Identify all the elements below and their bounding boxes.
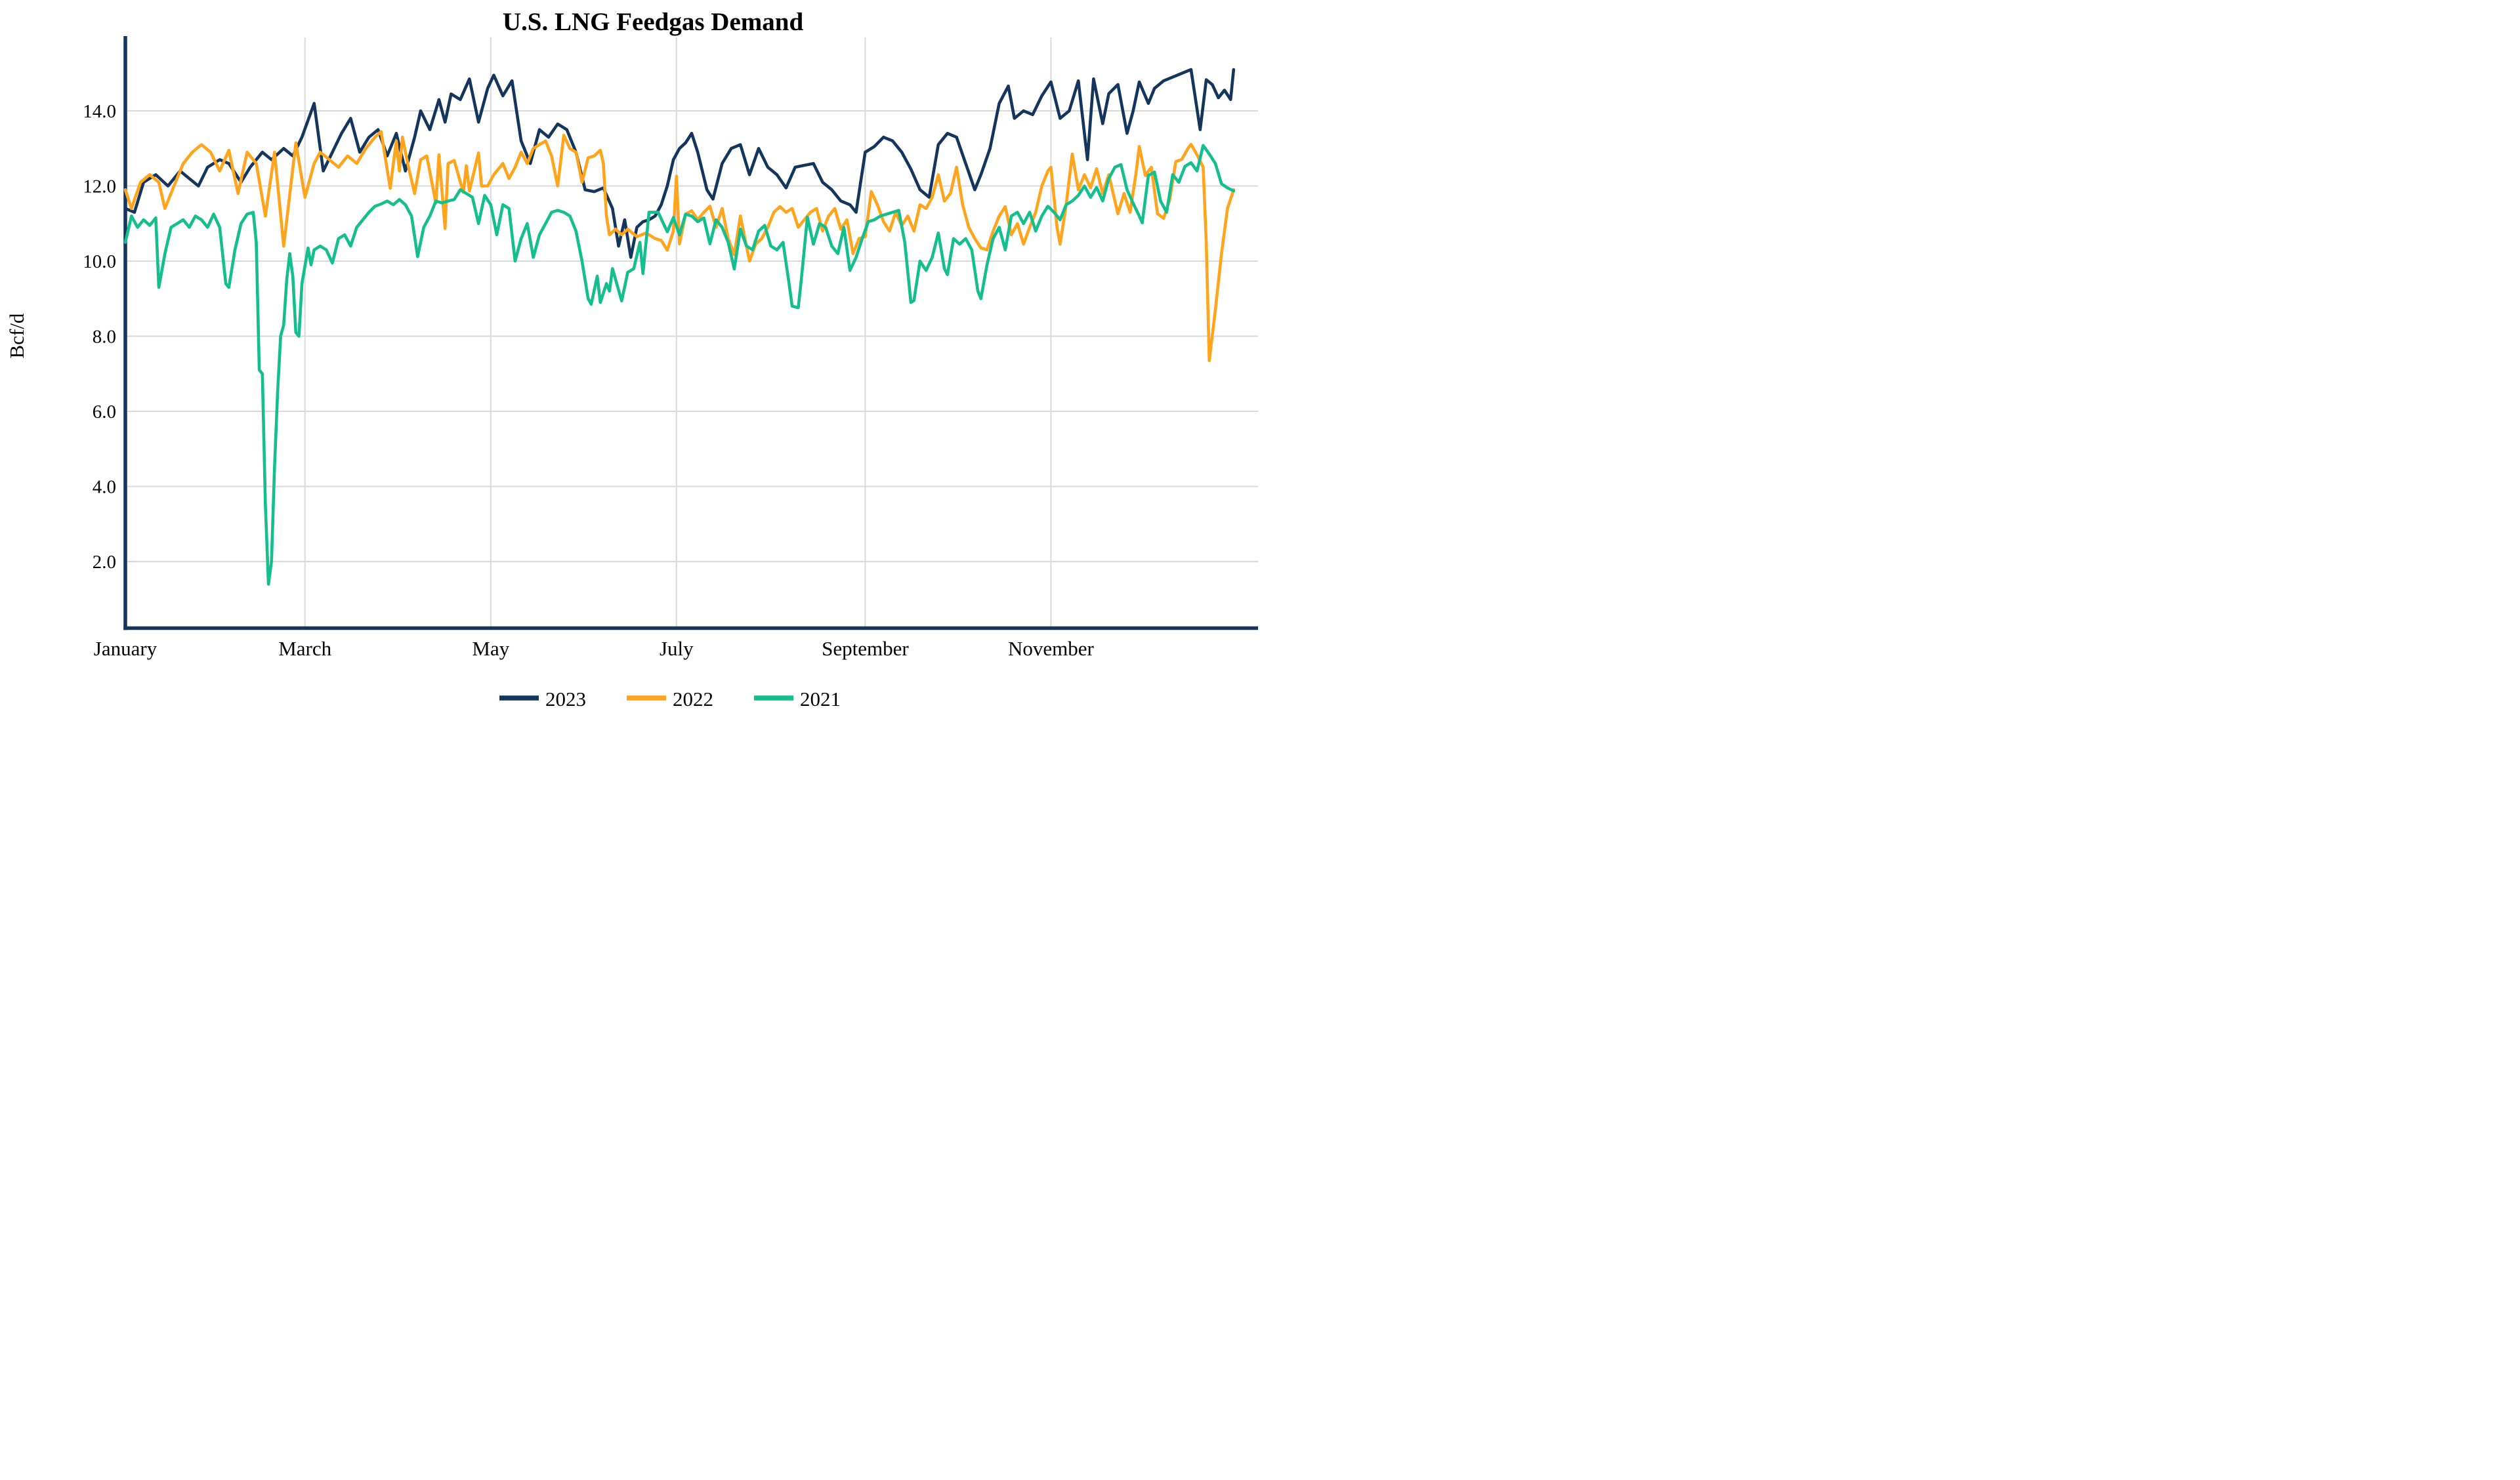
x-tick-label-march: March [278,637,331,660]
series-line-2023 [123,68,1236,259]
y-tick-label-6: 6.0 [93,401,116,422]
legend-item-2021: 2021 [754,688,841,710]
x-tick-label-july: July [660,637,694,660]
y-tick-label-12: 12.0 [83,176,116,197]
series-line-2021 [123,144,1236,586]
chart-canvas: 14.0 12.0 10.0 8.0 6.0 4.0 2.0 January March May… [5,8,1258,710]
y-tick-label-2: 2.0 [93,552,116,573]
y-tick-labels: 14.0 12.0 10.0 8.0 6.0 4.0 2.0 [83,101,116,573]
x-tick-label-may: May [472,637,509,660]
series-line-2022 [123,130,1236,363]
y-axis-label: Bcf/d [5,313,28,358]
legend-label-2021: 2021 [800,688,841,710]
chart-title: U.S. LNG Feedgas Demand [503,8,804,36]
x-tick-label-september: September [822,637,909,660]
legend-label-2023: 2023 [545,688,586,710]
legend-label-2022: 2022 [673,688,713,710]
lng-feedgas-chart: 14.0 12.0 10.0 8.0 6.0 4.0 2.0 January March May… [0,0,1260,740]
y-tick-label-10: 10.0 [83,251,116,272]
y-tick-label-8: 8.0 [93,327,116,348]
y-tick-label-4: 4.0 [93,477,116,498]
legend: 2023 2022 2021 [499,688,841,710]
y-tick-label-14: 14.0 [83,101,116,122]
x-tick-labels: January March May July September November [94,637,1095,660]
x-tick-label-november: November [1008,637,1095,660]
series-lines [123,68,1236,586]
axes [123,36,1258,630]
legend-item-2023: 2023 [499,688,586,710]
x-tick-label-january: January [94,637,158,660]
legend-item-2022: 2022 [627,688,713,710]
gridlines [125,37,1258,628]
